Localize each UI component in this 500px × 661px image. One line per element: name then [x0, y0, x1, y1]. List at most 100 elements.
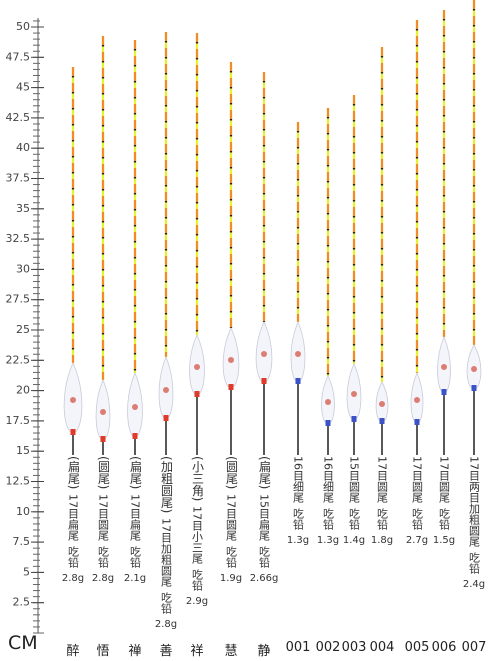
float-band: [132, 433, 138, 439]
float-band: [100, 436, 106, 442]
float-spec: (圆尾) 17目圆尾 吃铅 2.8g: [89, 456, 117, 584]
float-name: 001: [285, 640, 311, 655]
float-spec: 17目圆尾 吃铅 1.8g: [368, 456, 396, 546]
ruler-tick-label: 25: [16, 323, 30, 336]
float-spec-text: 15目扁尾: [257, 494, 271, 542]
float-logo: [100, 409, 106, 415]
float-weight: 2.7g: [405, 535, 429, 546]
float-lead: 吃铅: [66, 546, 80, 569]
float-name: 002: [315, 640, 341, 655]
float-spec: (加粗圆尾) 17目加粗圆尾 吃铅 2.8g: [152, 456, 180, 630]
float-logo: [379, 401, 385, 407]
float-lead: 吃铅: [410, 508, 424, 530]
unit-label: CM: [8, 632, 38, 654]
float-name: 005: [404, 640, 430, 655]
ruler-tick-label: 10: [16, 505, 30, 518]
float-spec: 16目细尾吃铅 1.3g: [314, 456, 342, 546]
float-band: [414, 419, 420, 425]
float-logo: [351, 391, 357, 397]
ruler-tick-label: 20: [16, 384, 30, 397]
float-tail: (小三角): [190, 456, 205, 502]
ruler-tick-label: 7.5: [13, 535, 31, 548]
float-lead: 吃铅: [159, 592, 173, 615]
float-weight: 1.3g: [316, 535, 340, 546]
ruler-tick-label: 50: [16, 20, 30, 33]
float-band: [441, 389, 447, 395]
float-name: 004: [369, 640, 395, 655]
float-spec-text: 16目细尾: [321, 456, 335, 503]
float-spec-text: 17目圆尾: [375, 456, 389, 503]
float-name: 禅: [128, 644, 142, 659]
float-weight: 2.1g: [123, 573, 147, 585]
float-band: [163, 415, 169, 421]
float-name: 慧: [224, 644, 238, 659]
float-band: [295, 378, 301, 384]
float-weight: 1.8g: [370, 535, 394, 546]
float-tail: (加粗圆尾): [159, 456, 174, 514]
float-logo: [441, 364, 447, 370]
ruler-tick-label: 40: [16, 141, 30, 154]
ruler-tick-label: 47.5: [6, 50, 31, 63]
float-weight: 2.4g: [462, 579, 486, 590]
float-spec: 16目细尾 吃铅 1.3g: [284, 456, 312, 546]
float-band: [325, 420, 331, 426]
float-logo: [70, 397, 76, 403]
float-name: 003: [341, 640, 367, 655]
ruler-tick-label: 30: [16, 262, 30, 275]
float-tail: (扁尾): [128, 456, 143, 490]
float-lead: 吃铅: [224, 546, 238, 569]
float-name: 007: [461, 640, 487, 655]
float-spec-text: 17目扁尾: [66, 494, 80, 542]
float-lead: 吃铅: [467, 552, 481, 574]
float-name: 醉: [66, 644, 80, 659]
ruler-tick-label: 42.5: [6, 111, 31, 124]
float-weight: 1.9g: [219, 573, 243, 585]
float-spec: (扁尾) 17目扁尾 吃铅 2.1g: [121, 456, 149, 584]
float-logo: [194, 364, 200, 370]
float-spec: 15目圆尾吃铅 1.4g: [340, 456, 368, 546]
float-band: [228, 384, 234, 390]
float-band: [351, 416, 357, 422]
float-lead: 吃铅: [347, 508, 361, 530]
float-logo: [163, 387, 169, 393]
float-logo: [414, 397, 420, 403]
float-band: [194, 391, 200, 397]
float-spec-text: 17目小三尾: [190, 506, 204, 565]
ruler-tick-label: 45: [16, 81, 30, 94]
float-spec-text: 16目细尾: [291, 456, 305, 503]
float-logo: [325, 399, 331, 405]
float-lead: 吃铅: [257, 546, 271, 569]
ruler-tick-label: 32.5: [6, 232, 31, 245]
float-logo: [295, 351, 301, 357]
ruler-tick-label: 17.5: [6, 414, 31, 427]
ruler-tick-label: 35: [16, 202, 30, 215]
ruler-tick-label: 22.5: [6, 353, 31, 366]
float-lead: 吃铅: [190, 569, 204, 592]
float-band: [70, 429, 76, 435]
float-band: [261, 378, 267, 384]
float-spec: (小三角) 17目小三尾吃铅 2.9g: [183, 456, 211, 607]
float-lead: 吃铅: [437, 508, 451, 530]
float-spec: (扁尾) 15目扁尾 吃铅 2.66g: [250, 456, 279, 584]
ruler-tick-label: 27.5: [6, 293, 31, 306]
float-name: 静: [257, 644, 271, 659]
float-weight: 1.4g: [342, 535, 366, 546]
float-logo: [261, 351, 267, 357]
float-weight: 2.8g: [154, 619, 178, 631]
float-lead: 吃铅: [291, 508, 305, 530]
float-spec: 17目圆尾 吃铅 1.5g: [430, 456, 458, 546]
float-spec-text: 17目两目加粗圆尾: [467, 456, 481, 547]
float-spec-text: 17目扁尾: [128, 494, 142, 542]
float-spec-text: 17目圆尾: [96, 494, 110, 542]
float-spec-text: 17目圆尾: [437, 456, 451, 503]
float-spec-text: 17目圆尾: [410, 456, 424, 503]
float-spec-text: 15目圆尾: [347, 456, 361, 503]
float-band: [379, 418, 385, 424]
float-weight: 2.9g: [185, 596, 209, 608]
float-lead: 吃铅: [321, 508, 335, 530]
float-tail: (扁尾): [66, 456, 81, 490]
ruler-tick-label: 12.5: [6, 475, 31, 488]
float-logo: [471, 366, 477, 372]
